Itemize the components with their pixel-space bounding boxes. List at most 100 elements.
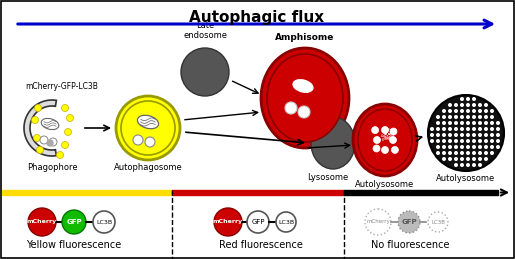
Circle shape: [31, 117, 39, 124]
Circle shape: [442, 115, 446, 119]
Circle shape: [484, 109, 488, 113]
Circle shape: [472, 133, 476, 137]
Circle shape: [66, 114, 74, 121]
Circle shape: [460, 151, 464, 155]
Circle shape: [61, 141, 68, 148]
Circle shape: [57, 152, 63, 159]
Circle shape: [466, 163, 470, 167]
Ellipse shape: [311, 117, 355, 169]
Text: Yellow fluorescence: Yellow fluorescence: [26, 240, 122, 250]
Circle shape: [484, 145, 488, 149]
Circle shape: [460, 139, 464, 143]
Circle shape: [398, 211, 420, 233]
Circle shape: [466, 97, 470, 101]
Text: LC3B: LC3B: [431, 219, 445, 225]
Circle shape: [442, 133, 446, 137]
Circle shape: [373, 145, 380, 152]
Circle shape: [436, 133, 440, 137]
Circle shape: [490, 139, 494, 143]
Text: Autolysosome: Autolysosome: [355, 180, 415, 189]
Circle shape: [390, 128, 397, 135]
Text: Autophagic flux: Autophagic flux: [190, 10, 324, 25]
Circle shape: [472, 163, 476, 167]
Circle shape: [33, 134, 41, 141]
Circle shape: [448, 115, 452, 119]
Circle shape: [276, 212, 296, 232]
Circle shape: [389, 136, 397, 143]
Text: LC3B: LC3B: [96, 219, 112, 225]
Text: No fluorescence: No fluorescence: [371, 240, 449, 250]
Circle shape: [428, 95, 504, 171]
Circle shape: [478, 133, 482, 137]
Circle shape: [448, 151, 452, 155]
Circle shape: [442, 157, 446, 161]
Circle shape: [460, 157, 464, 161]
Circle shape: [454, 145, 458, 149]
Circle shape: [466, 145, 470, 149]
Text: Autophagosome: Autophagosome: [114, 163, 182, 172]
Circle shape: [454, 103, 458, 107]
Circle shape: [28, 208, 56, 236]
Circle shape: [472, 127, 476, 131]
Text: mCherry: mCherry: [213, 219, 243, 225]
Circle shape: [496, 139, 500, 143]
Circle shape: [448, 121, 452, 125]
Circle shape: [436, 115, 440, 119]
Circle shape: [460, 121, 464, 125]
Circle shape: [448, 109, 452, 113]
Circle shape: [490, 151, 494, 155]
Circle shape: [49, 138, 57, 146]
Text: mCherry-GFP-LC3B: mCherry-GFP-LC3B: [25, 82, 98, 91]
Circle shape: [47, 140, 53, 146]
Circle shape: [61, 104, 68, 112]
Circle shape: [490, 127, 494, 131]
Circle shape: [484, 157, 488, 161]
Circle shape: [436, 139, 440, 143]
Circle shape: [442, 139, 446, 143]
Circle shape: [478, 121, 482, 125]
Circle shape: [484, 115, 488, 119]
Circle shape: [442, 151, 446, 155]
Circle shape: [64, 128, 72, 135]
Circle shape: [484, 133, 488, 137]
Text: GFP: GFP: [401, 219, 417, 225]
Circle shape: [436, 151, 440, 155]
Circle shape: [454, 151, 458, 155]
Circle shape: [472, 97, 476, 101]
Circle shape: [472, 139, 476, 143]
Circle shape: [478, 127, 482, 131]
Circle shape: [454, 157, 458, 161]
Circle shape: [472, 145, 476, 149]
Circle shape: [466, 139, 470, 143]
Circle shape: [372, 127, 379, 134]
Circle shape: [247, 211, 269, 233]
Circle shape: [460, 127, 464, 131]
Circle shape: [460, 97, 464, 101]
Circle shape: [478, 163, 482, 167]
Circle shape: [478, 103, 482, 107]
Circle shape: [40, 136, 48, 144]
Circle shape: [448, 145, 452, 149]
Circle shape: [93, 211, 115, 233]
Circle shape: [430, 127, 434, 131]
Circle shape: [484, 103, 488, 107]
Circle shape: [472, 151, 476, 155]
Circle shape: [436, 127, 440, 131]
Circle shape: [382, 126, 388, 133]
Circle shape: [472, 115, 476, 119]
Circle shape: [442, 145, 446, 149]
Circle shape: [285, 102, 297, 114]
Ellipse shape: [267, 54, 343, 142]
Ellipse shape: [358, 109, 412, 171]
Circle shape: [35, 104, 42, 112]
Circle shape: [181, 48, 229, 96]
Circle shape: [448, 127, 452, 131]
Circle shape: [436, 121, 440, 125]
Circle shape: [121, 101, 175, 155]
Circle shape: [472, 109, 476, 113]
Ellipse shape: [41, 118, 59, 130]
Ellipse shape: [261, 48, 349, 148]
Bar: [344, 190, 498, 195]
Circle shape: [430, 139, 434, 143]
Circle shape: [490, 115, 494, 119]
